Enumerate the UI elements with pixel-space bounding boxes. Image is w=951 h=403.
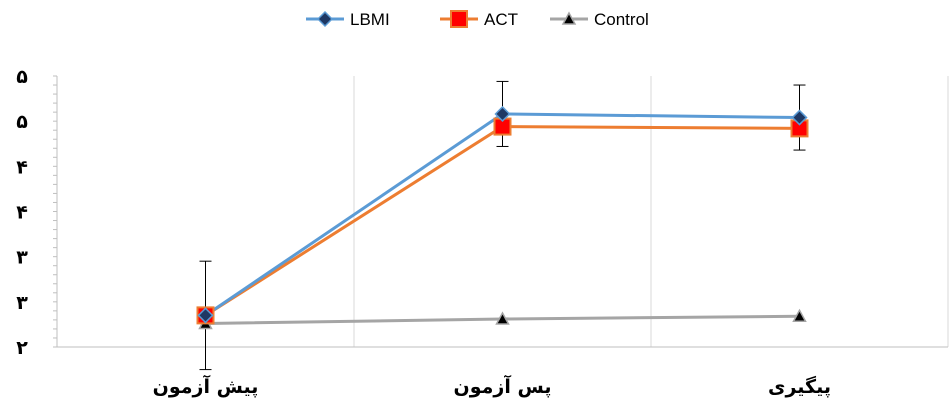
y-tick-label: ۳ — [16, 292, 28, 314]
legend-marker-act — [450, 10, 468, 28]
y-tick-label: ۴ — [16, 156, 28, 178]
y-tick-label: ۵ — [16, 111, 28, 133]
data-point-control — [495, 311, 510, 325]
y-tick-label: ۲ — [16, 337, 28, 359]
legend-label-lbmi: LBMI — [350, 10, 390, 29]
x-tick-label: پس آزمون — [454, 374, 552, 398]
y-tick-label: ۳ — [16, 247, 28, 269]
data-point-lbmi — [197, 307, 214, 324]
x-tick-label: پیگیری — [768, 375, 831, 398]
legend: LBMI ACT Control — [306, 10, 649, 29]
legend-marker-control — [561, 11, 577, 25]
legend-marker-lbmi — [316, 10, 334, 28]
data-point-lbmi — [494, 105, 511, 123]
x-tick-label: پیش آزمون — [153, 374, 259, 398]
data-point-control — [792, 308, 807, 323]
legend-label-control: Control — [594, 10, 649, 29]
series-layer — [196, 80, 809, 371]
data-point-lbmi — [791, 109, 808, 126]
y-axis-tick-labels: ۲ ۳ ۳ ۴ ۴ ۵ ۵ — [16, 66, 28, 359]
x-axis-tick-labels: پیش آزمون پس آزمون پیگیری — [153, 374, 831, 398]
y-tick-label: ۴ — [16, 202, 28, 224]
legend-label-act: ACT — [484, 10, 518, 29]
series-line-act — [204, 125, 800, 317]
gridlines — [353, 76, 949, 347]
y-tick-label: ۵ — [16, 66, 28, 88]
